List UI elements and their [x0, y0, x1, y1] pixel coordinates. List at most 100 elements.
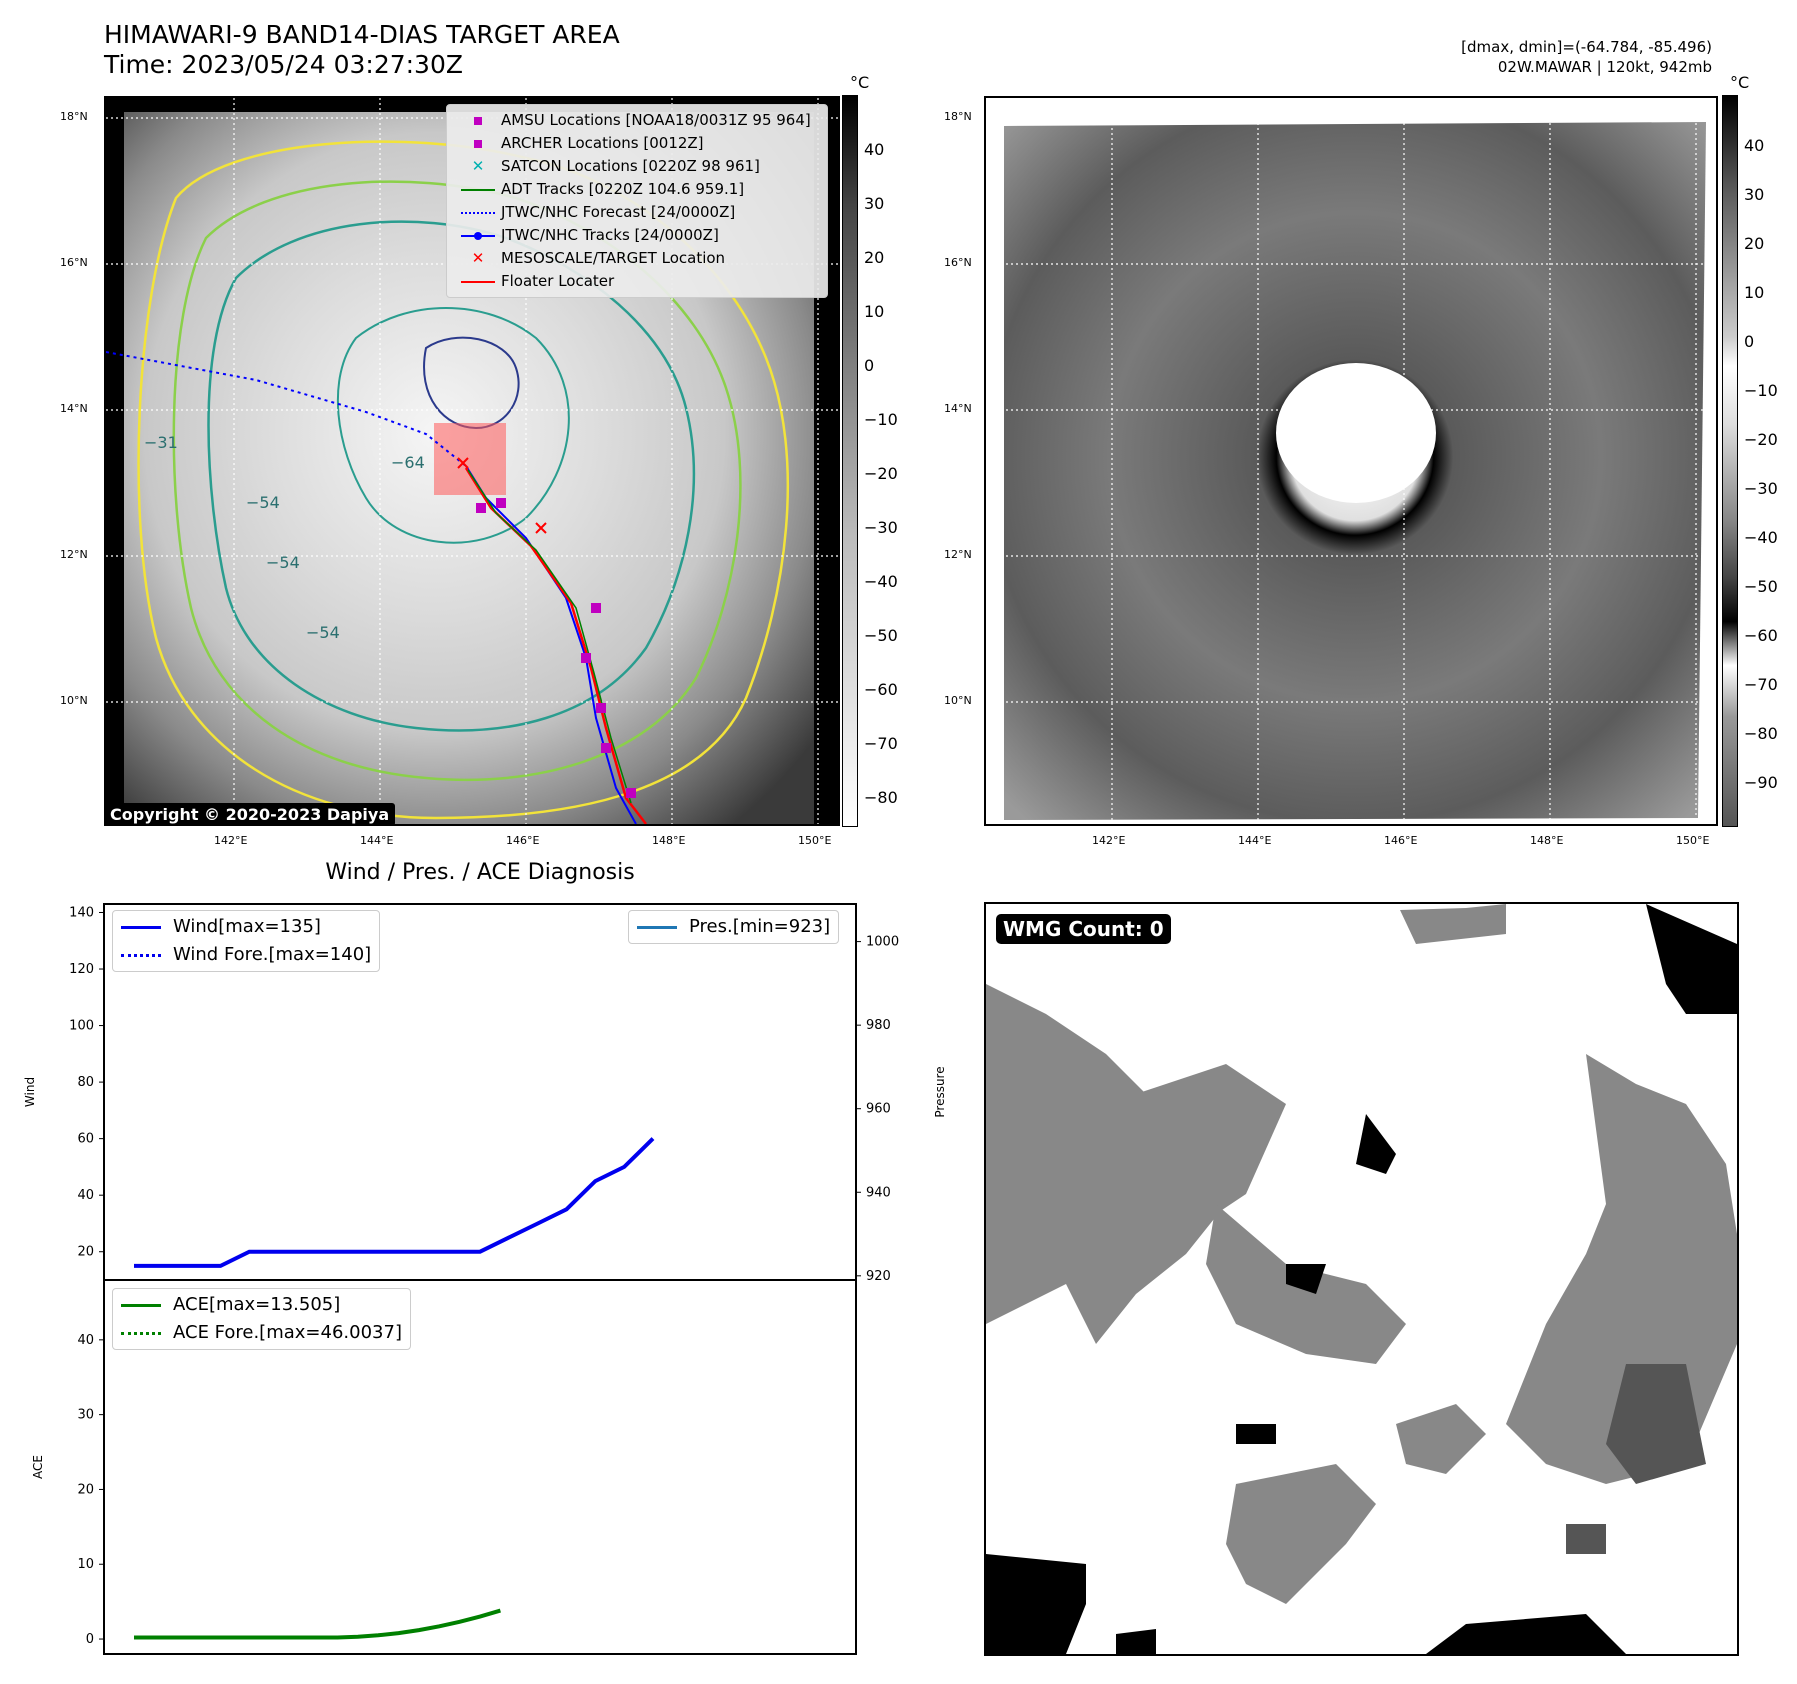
legend-item-ace-forecast: ACE Fore.[max=46.0037]: [121, 1319, 402, 1347]
lon-tick: 144°E: [360, 834, 394, 847]
wind-ytick-label: 40: [77, 1188, 94, 1203]
wind-pressure-chart: 140 120 100 80 60 40 20 1000 980 960 940 920 Wind Pre…: [23, 903, 947, 1284]
ace-ytick-label: 20: [77, 1482, 94, 1497]
colorbar-tick: 40: [864, 140, 885, 159]
wmg-panel: [984, 902, 1739, 1656]
legend-item-jtwc-forecast: JTWC/NHC Forecast [24/0000Z]: [455, 201, 819, 224]
diagnosis-title: Wind / Pres. / ACE Diagnosis: [325, 860, 635, 885]
colorbar-tick: −30: [1744, 479, 1778, 498]
colorbar-tick: 10: [1744, 283, 1765, 302]
wmg-dark-regions: [1566, 1364, 1706, 1554]
colorbar-tick: 30: [1744, 185, 1765, 204]
legend-item-satcon: ✕ SATCON Locations [0220Z 98 961]: [471, 157, 760, 175]
lat-tick: 16°N: [60, 256, 88, 269]
jtwc-track: [465, 465, 637, 824]
colorbar-tick: −10: [864, 410, 898, 429]
dmax-dmin-label: [dmax, dmin]=(-64.784, -85.496): [1461, 38, 1712, 56]
wmg-gray-regions: [986, 904, 1737, 1604]
pressure-ytick-label: 980: [866, 1018, 891, 1033]
legend-item-amsu: AMSU Locations [NOAA18/0031Z 95 964]: [455, 109, 819, 132]
lat-tick: 10°N: [60, 694, 88, 707]
contour-label: −31: [144, 433, 178, 452]
ace-ytick-label: 40: [77, 1333, 94, 1348]
map-legend: AMSU Locations [NOAA18/0031Z 95 964] ARC…: [446, 104, 828, 298]
legend-item-ace: ACE[max=13.505]: [121, 1291, 402, 1319]
ace-ytick-label: 30: [77, 1408, 94, 1423]
colorbar-tick: −20: [864, 464, 898, 483]
series-line-0: [134, 1137, 655, 1268]
pressure-legend: Pres.[min=923]: [628, 910, 840, 944]
lat-tick: 16°N: [944, 256, 972, 269]
contour-label: −54: [306, 623, 340, 642]
wind-ytick-label: 120: [69, 962, 94, 977]
colorbar-tick: 40: [1744, 136, 1765, 155]
lat-tick: 18°N: [60, 110, 88, 123]
wmg-black-regions: [986, 904, 1737, 1654]
pressure-ylabel: Pressure: [933, 1066, 947, 1117]
legend-item-pressure: Pres.[min=923]: [637, 913, 830, 941]
wind-ylabel: Wind: [23, 1077, 37, 1107]
colorbar-tick: 0: [1744, 332, 1755, 351]
ace-series-line-0: [134, 1608, 501, 1640]
chart-time: Time: 2023/05/24 03:27:30Z: [104, 50, 463, 79]
colorbar-tick: −30: [864, 518, 898, 537]
colorbar-tick: −70: [1744, 675, 1778, 694]
colorbar-tick: 30: [864, 194, 885, 213]
amsu-markers: [476, 498, 636, 798]
wind-ytick-label: 20: [77, 1245, 94, 1260]
contour-label: −64: [391, 453, 425, 472]
lon-tick: 148°E: [652, 834, 686, 847]
dias-map-panel: [984, 96, 1718, 826]
lat-tick: 12°N: [60, 548, 88, 561]
chart-title: HIMAWARI-9 BAND14-DIAS TARGET AREA: [104, 20, 620, 49]
colorbar-tick: −60: [864, 680, 898, 699]
lat-tick: 12°N: [944, 548, 972, 561]
lat-tick: 10°N: [944, 694, 972, 707]
legend-item-jtwc-tracks: JTWC/NHC Tracks [24/0000Z]: [455, 224, 819, 247]
target-location-markers: [457, 457, 547, 534]
lon-tick: 144°E: [1238, 834, 1272, 847]
colorbar-tick: 20: [864, 248, 885, 267]
colorbar-tick: −80: [1744, 724, 1778, 743]
dias-gridlines: [986, 98, 1716, 824]
copyright-label: Copyright © 2020-2023 Dapiya: [104, 803, 396, 826]
contour-label: −54: [266, 553, 300, 572]
ace-chart-frame: [103, 1279, 857, 1655]
dias-map-svg: [986, 98, 1716, 824]
colorbar-tick: −70: [864, 734, 898, 753]
lat-tick: 14°N: [944, 402, 972, 415]
ace-legend: ACE[max=13.505] ACE Fore.[max=46.0037]: [112, 1288, 411, 1350]
eye-region: [1276, 363, 1436, 503]
ace-ytick-label: 10: [77, 1557, 94, 1572]
adt-track: [467, 469, 632, 804]
lon-tick: 142°E: [1092, 834, 1126, 847]
legend-item-archer: ARCHER Locations [0012Z]: [455, 132, 819, 155]
wind-legend: Wind[max=135] Wind Fore.[max=140]: [112, 910, 381, 972]
legend-item-wind-forecast: Wind Fore.[max=140]: [121, 941, 371, 969]
ace-ytick-label: 0: [86, 1632, 94, 1647]
legend-item-target: ✕ MESOSCALE/TARGET Location: [471, 249, 726, 267]
colorbar-tick: −90: [1744, 773, 1778, 792]
colorbar-2: [1722, 95, 1738, 827]
colorbar-tick: −60: [1744, 626, 1778, 645]
legend-item-floater: Floater Locater: [455, 270, 819, 293]
lon-tick: 150°E: [1676, 834, 1710, 847]
colorbar-tick: 10: [864, 302, 885, 321]
colorbar-unit: °C: [1730, 73, 1750, 92]
wind-ytick-label: 100: [69, 1019, 94, 1034]
pressure-ytick-label: 940: [866, 1185, 891, 1200]
colorbar-1: [842, 95, 858, 827]
colorbar-tick: −50: [864, 626, 898, 645]
lon-tick: 150°E: [798, 834, 832, 847]
wmg-count-label: WMG Count: 0: [996, 914, 1171, 944]
colorbar-tick: 20: [1744, 234, 1765, 253]
colorbar-tick: −20: [1744, 430, 1778, 449]
ace-chart: 40 30 20 10 0 ACE: [31, 1279, 857, 1655]
lat-tick: 18°N: [944, 110, 972, 123]
lon-tick: 146°E: [506, 834, 540, 847]
colorbar-tick: −80: [864, 788, 898, 807]
target-area-box: [434, 423, 506, 495]
legend-item-adt: ADT Tracks [0220Z 104.6 959.1]: [455, 178, 819, 201]
wind-ytick-label: 60: [77, 1132, 94, 1147]
